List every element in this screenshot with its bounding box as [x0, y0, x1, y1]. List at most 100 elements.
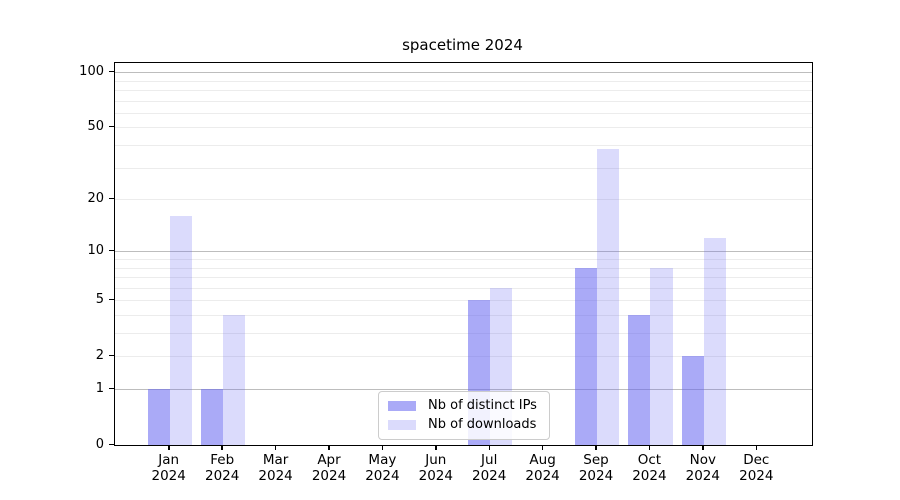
- x-tick-month: Nov: [689, 452, 716, 468]
- x-tick-label: Jul 2024: [457, 452, 521, 484]
- gridline: [115, 277, 812, 278]
- y-tick-label: 5: [95, 291, 104, 307]
- x-tick-mark: [488, 445, 490, 450]
- chart-title: spacetime 2024: [402, 36, 523, 54]
- x-tick-label: Sep 2024: [564, 452, 628, 484]
- x-tick-year: 2024: [525, 467, 560, 484]
- x-tick-year: 2024: [739, 467, 774, 484]
- y-tick-label: 10: [87, 242, 104, 258]
- y-tick-label: 20: [87, 190, 104, 206]
- x-tick-year: 2024: [311, 467, 347, 484]
- legend-item-distinct-ips: Nb of distinct IPs: [388, 399, 537, 413]
- x-tick-label: Apr 2024: [297, 452, 361, 484]
- x-tick-month: Apr: [317, 452, 341, 468]
- plot-area: Nb of distinct IPs Nb of downloads: [114, 62, 813, 446]
- legend-label-distinct-ips: Nb of distinct IPs: [428, 398, 537, 413]
- y-tick-label: 50: [87, 118, 104, 134]
- x-tick-mark: [648, 445, 651, 450]
- x-tick-mark: [755, 445, 757, 450]
- y-tick-mark: [109, 298, 114, 301]
- x-tick-month: Jan: [158, 452, 180, 468]
- x-tick-label: Aug 2024: [511, 452, 575, 484]
- x-tick-mark: [221, 445, 223, 450]
- gridline: [115, 333, 812, 334]
- x-tick-month: Aug: [529, 452, 556, 468]
- x-tick-year: 2024: [578, 467, 614, 484]
- gridline: [115, 144, 812, 146]
- y-tick-mark: [109, 197, 114, 199]
- x-tick-mark: [381, 445, 384, 450]
- x-tick-month: May: [368, 452, 397, 468]
- legend-label-downloads: Nb of downloads: [428, 417, 537, 432]
- y-tick-mark: [109, 443, 114, 445]
- x-tick-year: 2024: [418, 467, 453, 484]
- gridline: [115, 100, 812, 102]
- x-tick-year: 2024: [685, 467, 720, 484]
- legend-swatch-distinct-ips: [388, 401, 416, 411]
- gridline: [115, 112, 812, 114]
- bar-downloads: [169, 216, 192, 445]
- x-tick-year: 2024: [472, 467, 507, 484]
- x-tick-mark: [595, 445, 597, 450]
- bar-distinct-ips: [147, 389, 170, 445]
- x-tick-month: Mar: [262, 452, 289, 468]
- x-tick-year: 2024: [151, 467, 186, 484]
- legend-swatch-downloads: [388, 420, 416, 430]
- gridline: [115, 251, 812, 253]
- x-tick-month: Oct: [637, 452, 662, 468]
- gridline: [115, 267, 812, 269]
- x-tick-month: Feb: [210, 452, 235, 468]
- x-axis: Jan 2024 Feb 2024 Mar 2024 Apr 2024 May 2024 Jun 20…: [114, 444, 811, 500]
- gridline: [115, 314, 812, 316]
- y-axis: 0 1 2 5 10 20 50 100: [0, 62, 114, 451]
- y-tick-mark: [109, 249, 114, 252]
- y-tick-label: 1: [95, 380, 104, 396]
- x-tick-mark: [435, 445, 437, 450]
- gridline: [115, 80, 812, 82]
- gridline: [115, 89, 812, 91]
- y-tick-label: 0: [95, 436, 104, 452]
- gridline: [115, 389, 812, 390]
- x-tick-label: Mar 2024: [244, 452, 308, 484]
- bar-distinct-ips: [681, 356, 704, 445]
- x-tick-mark: [328, 445, 330, 450]
- x-tick-mark: [702, 445, 704, 450]
- x-tick-year: 2024: [258, 467, 293, 484]
- x-tick-label: Jan 2024: [137, 452, 201, 484]
- gridline: [115, 356, 812, 358]
- bar-downloads: [223, 314, 246, 445]
- x-tick-year: 2024: [365, 467, 400, 484]
- x-tick-month: Jul: [481, 452, 498, 468]
- x-tick-month: Jun: [425, 452, 447, 468]
- bar-downloads: [703, 237, 726, 445]
- bar-distinct-ips: [574, 267, 598, 445]
- legend-item-downloads: Nb of downloads: [388, 418, 537, 432]
- x-tick-mark: [274, 445, 277, 450]
- bar-distinct-ips: [628, 314, 651, 445]
- x-tick-month: Sep: [583, 452, 609, 468]
- x-tick-label: Nov 2024: [671, 452, 735, 484]
- x-tick-mark: [168, 445, 170, 450]
- gridline: [115, 72, 812, 74]
- bar-downloads: [650, 267, 673, 445]
- gridline: [115, 258, 812, 260]
- gridline: [115, 199, 812, 200]
- y-tick-mark: [109, 70, 114, 73]
- gridline: [115, 167, 812, 169]
- x-tick-label: Feb 2024: [190, 452, 254, 484]
- y-tick-label: 2: [95, 347, 104, 363]
- y-tick-mark: [109, 125, 114, 128]
- x-tick-label: Dec 2024: [724, 452, 788, 484]
- gridline: [115, 287, 812, 289]
- x-tick-label: Oct 2024: [617, 452, 681, 484]
- gridline: [115, 127, 812, 129]
- x-tick-month: Dec: [743, 452, 770, 468]
- bar-downloads: [597, 149, 620, 445]
- x-tick-label: May 2024: [350, 452, 414, 484]
- x-tick-mark: [541, 445, 544, 450]
- gridline: [115, 300, 812, 302]
- x-tick-label: Jun 2024: [404, 452, 468, 484]
- bar-distinct-ips: [201, 389, 224, 445]
- legend: Nb of distinct IPs Nb of downloads: [378, 391, 550, 440]
